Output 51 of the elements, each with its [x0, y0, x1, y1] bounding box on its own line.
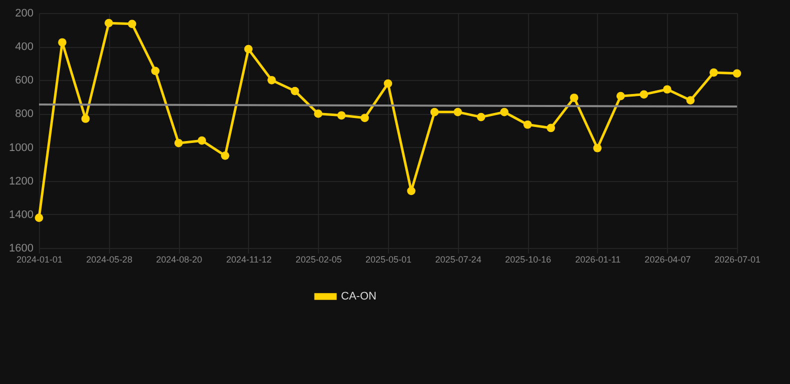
y-tick-label: 1400	[9, 208, 34, 221]
x-tick-label: 2025-05-01	[365, 254, 412, 264]
point	[314, 110, 322, 118]
point	[710, 68, 718, 77]
x-tick-label: 2024-01-01	[16, 254, 63, 264]
point	[523, 120, 532, 129]
point	[384, 79, 392, 88]
point	[290, 86, 300, 96]
y-tick-label: 800	[15, 108, 34, 120]
point	[407, 186, 416, 196]
y-tick-label: 600	[15, 74, 34, 87]
y-tick-label: 1600	[9, 242, 34, 254]
point	[104, 18, 113, 28]
point	[151, 66, 160, 76]
point	[454, 108, 462, 116]
x-tick-label: 2024-08-20	[156, 254, 202, 264]
point	[220, 152, 230, 160]
point	[663, 85, 672, 94]
x-tick-label: 2025-10-16	[505, 254, 552, 264]
y-tick-label: 1200	[9, 175, 34, 188]
point	[430, 108, 439, 116]
x-tick-label: 2025-07-24	[435, 254, 482, 264]
x-tick-label: 2025-02-05	[296, 254, 342, 264]
point	[500, 108, 509, 116]
point	[593, 144, 602, 152]
point	[686, 96, 695, 104]
x-tick-label: 2026-07-01	[714, 254, 761, 264]
point	[128, 20, 136, 28]
point	[570, 94, 578, 102]
y-tick-label: 200	[15, 8, 34, 20]
point	[198, 136, 206, 145]
y-tick-label: 1000	[9, 142, 34, 154]
point	[174, 138, 183, 148]
point	[732, 69, 742, 78]
point	[58, 38, 66, 47]
x-tick-label: 2026-04-07	[644, 254, 691, 264]
point	[546, 124, 556, 132]
legend-label: CA-ON	[341, 290, 376, 302]
point	[81, 114, 90, 123]
x-tick-label: 2026-01-11	[575, 254, 621, 264]
x-tick-label: 2024-05-28	[86, 254, 132, 264]
y-tick-label: 400	[15, 41, 34, 54]
point	[244, 44, 253, 54]
point	[360, 114, 369, 122]
point	[267, 76, 276, 84]
point	[34, 214, 44, 222]
point	[640, 90, 648, 99]
point	[616, 92, 625, 100]
x-tick-label: 2024-11-12	[226, 254, 272, 264]
point	[337, 111, 346, 120]
point	[476, 112, 486, 122]
